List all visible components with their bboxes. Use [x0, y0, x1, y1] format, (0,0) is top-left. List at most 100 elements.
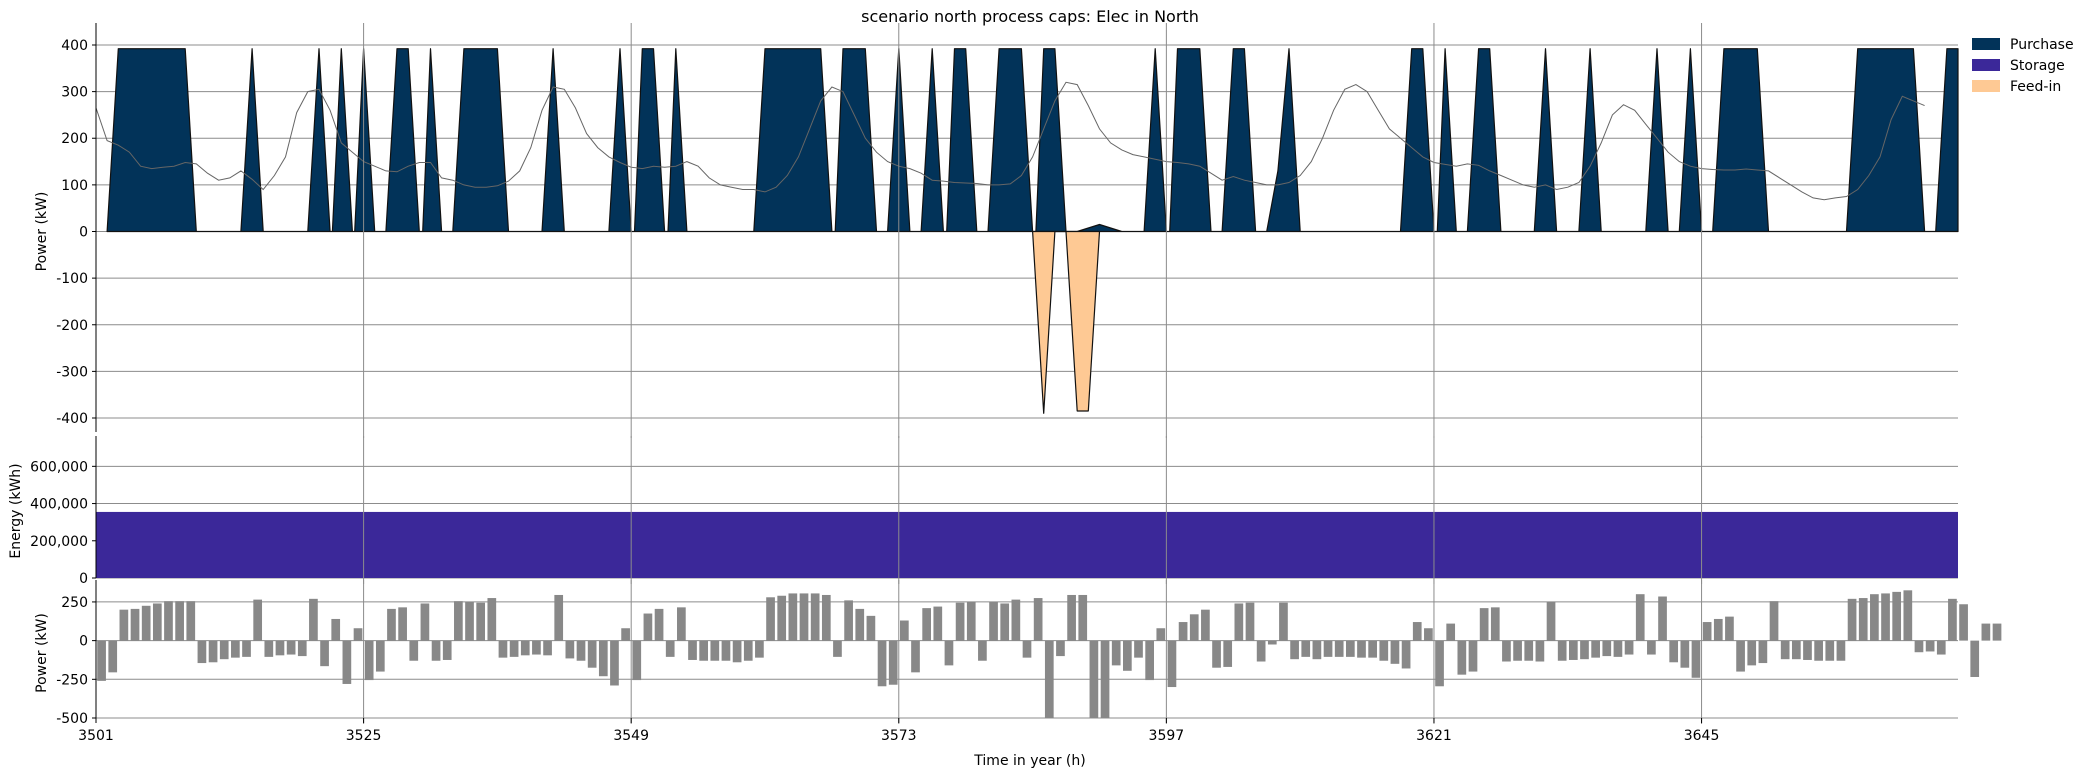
- power-bar: [1680, 640, 1690, 668]
- y-tick-label: -400: [56, 411, 88, 427]
- power-bar: [721, 640, 731, 661]
- power-bar: [1669, 640, 1679, 663]
- y-tick-label: 200: [61, 131, 88, 147]
- power-bar: [1234, 603, 1244, 641]
- power-bar: [1513, 640, 1522, 661]
- power-bar: [1658, 596, 1667, 641]
- power-bar: [409, 640, 419, 661]
- y-tick-label: -200: [56, 318, 88, 334]
- power-bar: [1111, 640, 1121, 666]
- power-bar: [1524, 640, 1534, 661]
- x-axis-label: Time in year (h): [973, 753, 1085, 769]
- storage-level-area: [96, 511, 1958, 578]
- power-bar: [877, 640, 887, 687]
- power-panel: 400 300 200 100 0 -100 -200 -300 -400 Power (kW): [34, 23, 1959, 438]
- power-bar: [922, 608, 932, 641]
- power-bar: [1390, 640, 1400, 664]
- x-axis: 3501 3525 3549 3573 3597 3621 3645: [78, 718, 1719, 744]
- power-bar: [309, 598, 318, 641]
- power-bar: [1725, 616, 1734, 641]
- power-bar: [487, 598, 497, 641]
- y-tick-label: 400,000: [30, 497, 88, 513]
- power-bar: [320, 640, 329, 667]
- power-bar: [643, 613, 653, 641]
- power-bar: [1736, 640, 1745, 672]
- power-bar: [1312, 640, 1322, 660]
- power-bar: [966, 601, 976, 641]
- y-tick-label: -100: [56, 271, 88, 287]
- power-bar: [164, 601, 173, 641]
- power-bar: [821, 594, 831, 641]
- power-bar: [1223, 640, 1233, 667]
- power-bar: [1613, 640, 1623, 657]
- power-bar: [297, 640, 307, 657]
- power-bar: [1189, 614, 1199, 641]
- power-bar: [1490, 607, 1500, 641]
- power-bar: [465, 601, 474, 641]
- x-tick-label: 3645: [1684, 728, 1720, 744]
- power-bar: [598, 640, 608, 677]
- y-tick-label: -500: [56, 711, 88, 727]
- power-bar: [1903, 590, 1913, 641]
- power-bar: [1345, 640, 1355, 657]
- power-bar: [175, 601, 184, 641]
- power-bar: [197, 640, 207, 664]
- power-bar: [331, 618, 341, 641]
- power-bar: [1568, 640, 1578, 660]
- series-area-purchase: [106, 48, 1959, 233]
- x-tick-label: 3525: [346, 728, 382, 744]
- y-tick-label: 100: [61, 178, 88, 194]
- power-bar: [1791, 640, 1801, 660]
- power-bar: [855, 608, 865, 641]
- power-bar: [1546, 601, 1556, 641]
- power-bar: [431, 640, 441, 661]
- power-bar: [1557, 640, 1567, 661]
- power-bar: [1870, 594, 1879, 641]
- y-tick-label: 0: [79, 225, 88, 241]
- power-bar: [130, 608, 140, 641]
- power-bar: [1279, 602, 1288, 641]
- power-bar: [264, 640, 274, 657]
- power-bar: [1201, 609, 1210, 641]
- energy-panel: 0 200,000 400,000 600,000 Energy (kWh): [8, 436, 1958, 587]
- power-bar: [231, 640, 240, 658]
- power-bar: [1334, 640, 1344, 657]
- power-bar: [509, 640, 519, 657]
- power-bar: [1256, 640, 1266, 662]
- power-bar: [933, 606, 943, 641]
- power-bar: [1078, 594, 1088, 641]
- power-bar: [1044, 640, 1054, 718]
- y-tick-label: 300: [61, 85, 88, 101]
- power-bar: [1379, 640, 1389, 661]
- power-bar: [1836, 640, 1846, 661]
- power-bar: [587, 640, 597, 668]
- x-tick-label: 3597: [1149, 728, 1185, 744]
- power-bar: [1691, 640, 1701, 678]
- power-bar: [1647, 640, 1656, 655]
- power-bar: [1446, 623, 1456, 641]
- power-bar: [1535, 640, 1545, 662]
- y-tick-label: 400: [61, 38, 88, 54]
- power-bar: [1011, 599, 1021, 641]
- chart-title: scenario north process caps: Elec in Nor…: [861, 7, 1199, 26]
- power-bar: [1022, 640, 1032, 658]
- power-bar: [119, 609, 129, 641]
- series-area-feed-in: [1031, 230, 1101, 414]
- power-bar: [398, 607, 407, 641]
- power-bar: [1769, 601, 1779, 641]
- power-bar: [543, 640, 552, 656]
- power-bar: [141, 605, 151, 641]
- power-bar: [1624, 640, 1634, 655]
- power-bar: [1267, 640, 1277, 645]
- power-bar: [420, 603, 430, 641]
- power-bar: [1401, 640, 1411, 669]
- power-bar: [888, 640, 898, 685]
- power-bar-panel: 250 0 -250 -500 Power (kW): [34, 580, 2002, 727]
- power-bar: [710, 640, 720, 661]
- power-bar: [1033, 598, 1043, 641]
- power-bar: [387, 608, 396, 641]
- power-bar: [1134, 640, 1143, 658]
- power-bar: [989, 601, 998, 641]
- power-bar: [1122, 640, 1132, 671]
